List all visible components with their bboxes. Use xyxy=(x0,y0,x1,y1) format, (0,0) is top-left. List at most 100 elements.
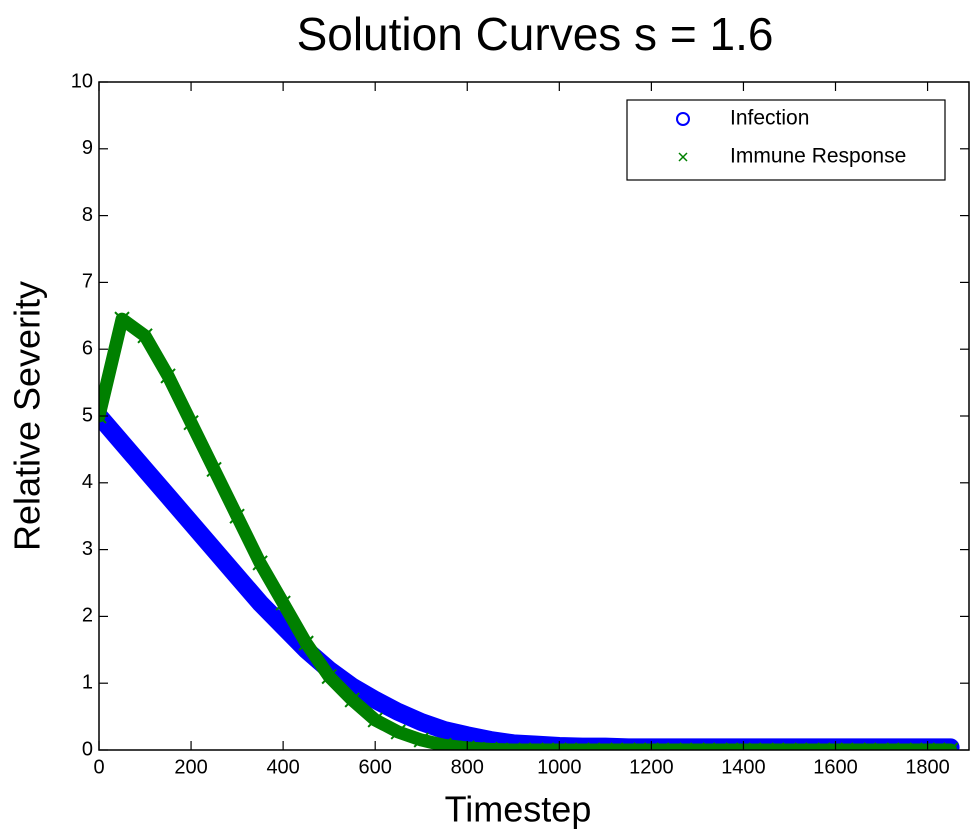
marker-x-stroke xyxy=(735,742,752,750)
x-tick-label: 1400 xyxy=(721,756,766,778)
marker-x-stroke xyxy=(413,732,429,748)
marker-x-stroke xyxy=(712,742,729,750)
marker-x xyxy=(827,742,844,750)
marker-x xyxy=(528,742,545,750)
marker-x-stroke xyxy=(321,668,337,685)
y-tick-label: 6 xyxy=(82,337,93,359)
marker-x-stroke xyxy=(666,742,683,750)
marker-x xyxy=(551,742,568,750)
marker-x-stroke xyxy=(850,742,867,750)
marker-circle xyxy=(367,691,384,708)
marker-x xyxy=(344,692,360,708)
marker-x xyxy=(275,595,291,611)
marker-x xyxy=(735,742,752,750)
y-axis-label: Relative Severity xyxy=(7,281,48,551)
marker-x-stroke xyxy=(896,742,913,750)
marker-circle xyxy=(183,514,200,531)
y-tick-label: 1 xyxy=(82,671,93,693)
marker-x-stroke xyxy=(505,742,521,750)
marker-x-stroke xyxy=(275,595,291,611)
y-tick-label: 3 xyxy=(82,538,93,560)
marker-x-stroke xyxy=(620,742,637,750)
marker-x-stroke xyxy=(804,742,821,750)
marker-x xyxy=(689,742,706,750)
marker-x xyxy=(574,742,591,750)
y-tick-label: 4 xyxy=(82,471,93,493)
marker-x xyxy=(298,635,314,651)
marker-x-stroke xyxy=(643,742,660,750)
marker-x xyxy=(367,712,383,728)
x-tick-label: 200 xyxy=(174,756,207,778)
y-tick-label: 10 xyxy=(71,70,93,92)
legend-marker xyxy=(676,112,690,126)
x-tick-label: 1000 xyxy=(537,756,582,778)
x-tick-label: 1800 xyxy=(905,756,950,778)
marker-x xyxy=(99,408,107,424)
y-tick-label: 7 xyxy=(82,271,93,293)
marker-circle xyxy=(160,488,177,505)
marker-x xyxy=(850,742,867,750)
y-tick-label: 9 xyxy=(82,137,93,159)
x-tick-label: 1600 xyxy=(813,756,858,778)
marker-circle xyxy=(206,541,223,558)
marker-x xyxy=(390,724,406,740)
marker-x-stroke xyxy=(597,742,614,750)
marker-circle xyxy=(252,595,269,612)
marker-x xyxy=(413,732,429,748)
marker-circle xyxy=(436,721,453,738)
axes-frame xyxy=(98,81,970,751)
marker-x xyxy=(919,742,936,750)
x-tick-label: 600 xyxy=(359,756,392,778)
marker-x xyxy=(505,742,521,750)
legend-label: Immune Response xyxy=(730,145,906,168)
marker-x-stroke xyxy=(114,311,130,327)
marker-circle xyxy=(114,434,131,451)
marker-x xyxy=(643,742,660,750)
y-tick-label: 0 xyxy=(82,738,93,760)
marker-x-stroke xyxy=(919,742,936,750)
legend-label: Infection xyxy=(730,107,809,130)
y-tick-label: 2 xyxy=(82,605,93,627)
marker-x-stroke xyxy=(344,692,360,708)
marker-x-stroke xyxy=(758,742,775,750)
marker-x xyxy=(942,742,959,750)
marker-x-stroke xyxy=(873,742,890,750)
plot-area xyxy=(99,311,960,750)
marker-x xyxy=(160,368,176,384)
y-tick-label: 5 xyxy=(82,404,93,426)
marker-x-stroke xyxy=(229,508,245,524)
marker-x-stroke xyxy=(689,742,706,750)
chart-title: Solution Curves s = 1.6 xyxy=(297,8,774,60)
marker-x xyxy=(597,742,614,750)
marker-x xyxy=(758,742,775,750)
marker-x-stroke xyxy=(160,368,176,384)
marker-x xyxy=(712,742,729,750)
marker-x xyxy=(804,742,821,750)
marker-x-stroke xyxy=(551,742,568,750)
marker-x xyxy=(137,328,153,344)
x-tick-label: 800 xyxy=(451,756,484,778)
marker-x xyxy=(229,508,245,524)
marker-circle xyxy=(137,461,154,478)
marker-x xyxy=(114,311,130,327)
marker-x-stroke xyxy=(942,742,959,750)
x-tick-label: 400 xyxy=(266,756,299,778)
marker-x-stroke xyxy=(827,742,844,750)
y-tick-label: 8 xyxy=(82,204,93,226)
series-band xyxy=(99,312,958,750)
marker-x-stroke xyxy=(367,712,383,728)
x-tick-label: 0 xyxy=(93,756,104,778)
marker-x-stroke xyxy=(183,414,199,431)
marker-circle xyxy=(413,713,430,730)
series-band xyxy=(99,407,960,750)
marker-x xyxy=(896,742,913,750)
marker-x xyxy=(321,668,337,685)
legend-marker xyxy=(678,152,688,162)
marker-x-stroke xyxy=(137,328,153,344)
x-tick-label: 1200 xyxy=(629,756,674,778)
marker-x-stroke xyxy=(252,555,268,571)
marker-x xyxy=(206,461,222,478)
marker-x-stroke xyxy=(206,461,222,478)
